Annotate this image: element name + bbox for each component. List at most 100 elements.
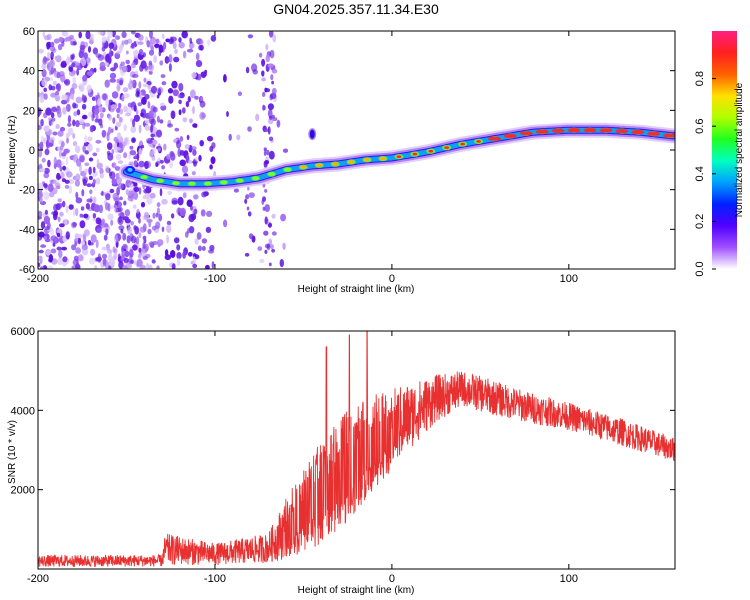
ridge-bead-peak <box>503 133 517 139</box>
noise-dot <box>136 208 140 214</box>
noise-dot <box>60 161 65 166</box>
noise-dot <box>114 207 119 213</box>
noise-dot <box>282 148 289 153</box>
noise-dot <box>280 213 287 222</box>
noise-dot <box>262 196 266 203</box>
noise-dot <box>143 211 149 221</box>
noise-dot <box>38 191 44 198</box>
noise-dot <box>137 253 142 259</box>
noise-dot <box>246 206 250 211</box>
spectrogram-noise-layer <box>38 31 289 269</box>
noise-dot <box>49 77 53 82</box>
x-tick-label: 100 <box>560 573 578 585</box>
ridge-bead-peak <box>396 155 402 158</box>
noise-dot <box>173 237 180 244</box>
noise-dot <box>195 60 203 68</box>
noise-dot <box>82 75 88 82</box>
noise-dot <box>268 262 272 267</box>
noise-dot <box>130 42 135 49</box>
noise-dot <box>121 31 127 39</box>
noise-dot <box>71 62 76 68</box>
noise-dot <box>118 261 124 269</box>
noise-dot <box>191 160 198 164</box>
noise-dot <box>206 135 214 142</box>
y-tick-label: -40 <box>19 224 35 236</box>
noise-dot <box>129 80 136 84</box>
ridge-bead-peak <box>631 129 645 135</box>
noise-dot <box>138 124 142 134</box>
noise-dot <box>143 77 147 83</box>
noise-dot <box>123 257 129 264</box>
ridge-bead-core <box>172 181 180 185</box>
noise-dot <box>49 191 55 198</box>
noise-dot <box>259 258 265 264</box>
noise-dot <box>176 252 182 260</box>
noise-dot <box>192 149 197 156</box>
noise-dot <box>148 70 153 75</box>
noise-dot <box>152 106 158 113</box>
noise-dot <box>132 74 139 78</box>
noise-dot <box>87 143 93 152</box>
noise-dot <box>118 206 123 213</box>
noise-dot <box>263 150 267 156</box>
noise-dot <box>151 225 157 231</box>
noise-dot <box>119 79 123 86</box>
noise-dot <box>223 219 228 228</box>
noise-dot <box>49 69 52 76</box>
noise-dot <box>53 203 59 212</box>
noise-dot <box>251 63 258 72</box>
noise-dot <box>264 87 268 93</box>
noise-dot <box>140 112 144 117</box>
noise-dot <box>142 83 149 88</box>
noise-dot <box>149 192 156 199</box>
noise-dot <box>140 201 146 208</box>
noise-dot <box>166 224 172 233</box>
noise-dot <box>50 235 58 242</box>
noise-dot <box>267 63 274 68</box>
noise-dot <box>47 141 51 149</box>
noise-dot <box>52 80 57 86</box>
noise-dot <box>43 125 50 132</box>
noise-dot <box>72 119 76 127</box>
ridge-bead-core <box>331 162 339 166</box>
noise-dot <box>266 243 271 251</box>
noise-dot <box>75 120 80 128</box>
spectrogram-y-axis-label: Frequency (Hz) <box>7 116 18 185</box>
noise-dot <box>94 118 100 123</box>
noise-dot <box>111 91 119 99</box>
noise-dot <box>271 87 277 95</box>
noise-dot <box>84 162 90 167</box>
y-tick-label: -60 <box>19 264 35 276</box>
noise-dot <box>65 157 69 166</box>
noise-dot <box>107 213 114 221</box>
noise-dot <box>117 102 122 109</box>
noise-dot <box>200 96 204 102</box>
colorbar-ticks: 0.0 0.2 0.4 0.6 0.8 <box>694 71 716 277</box>
noise-dot <box>65 32 69 38</box>
noise-dot <box>264 204 271 213</box>
noise-dot <box>59 126 66 132</box>
noise-dot <box>44 209 49 215</box>
noise-dot <box>138 48 144 56</box>
noise-dot <box>178 82 184 92</box>
noise-dot <box>271 114 275 119</box>
noise-dot <box>52 131 58 136</box>
noise-dot <box>66 171 73 178</box>
noise-dot <box>80 206 85 211</box>
noise-dot <box>38 249 44 254</box>
noise-dot <box>92 178 96 185</box>
noise-dot <box>45 107 52 116</box>
noise-dot <box>134 226 140 235</box>
noise-dot <box>60 99 68 105</box>
noise-dot <box>51 106 58 113</box>
noise-dot <box>102 257 107 267</box>
noise-dot <box>93 108 100 115</box>
snr-series-line <box>38 331 675 568</box>
noise-dot <box>87 46 92 53</box>
noise-dot <box>269 49 275 59</box>
snr-frame <box>37 330 676 570</box>
noise-dot <box>148 241 155 247</box>
snr-y-axis-label: SNR (10 * v/v) <box>7 420 18 484</box>
ridge-bead-core <box>347 160 355 164</box>
noise-dot <box>188 43 195 49</box>
